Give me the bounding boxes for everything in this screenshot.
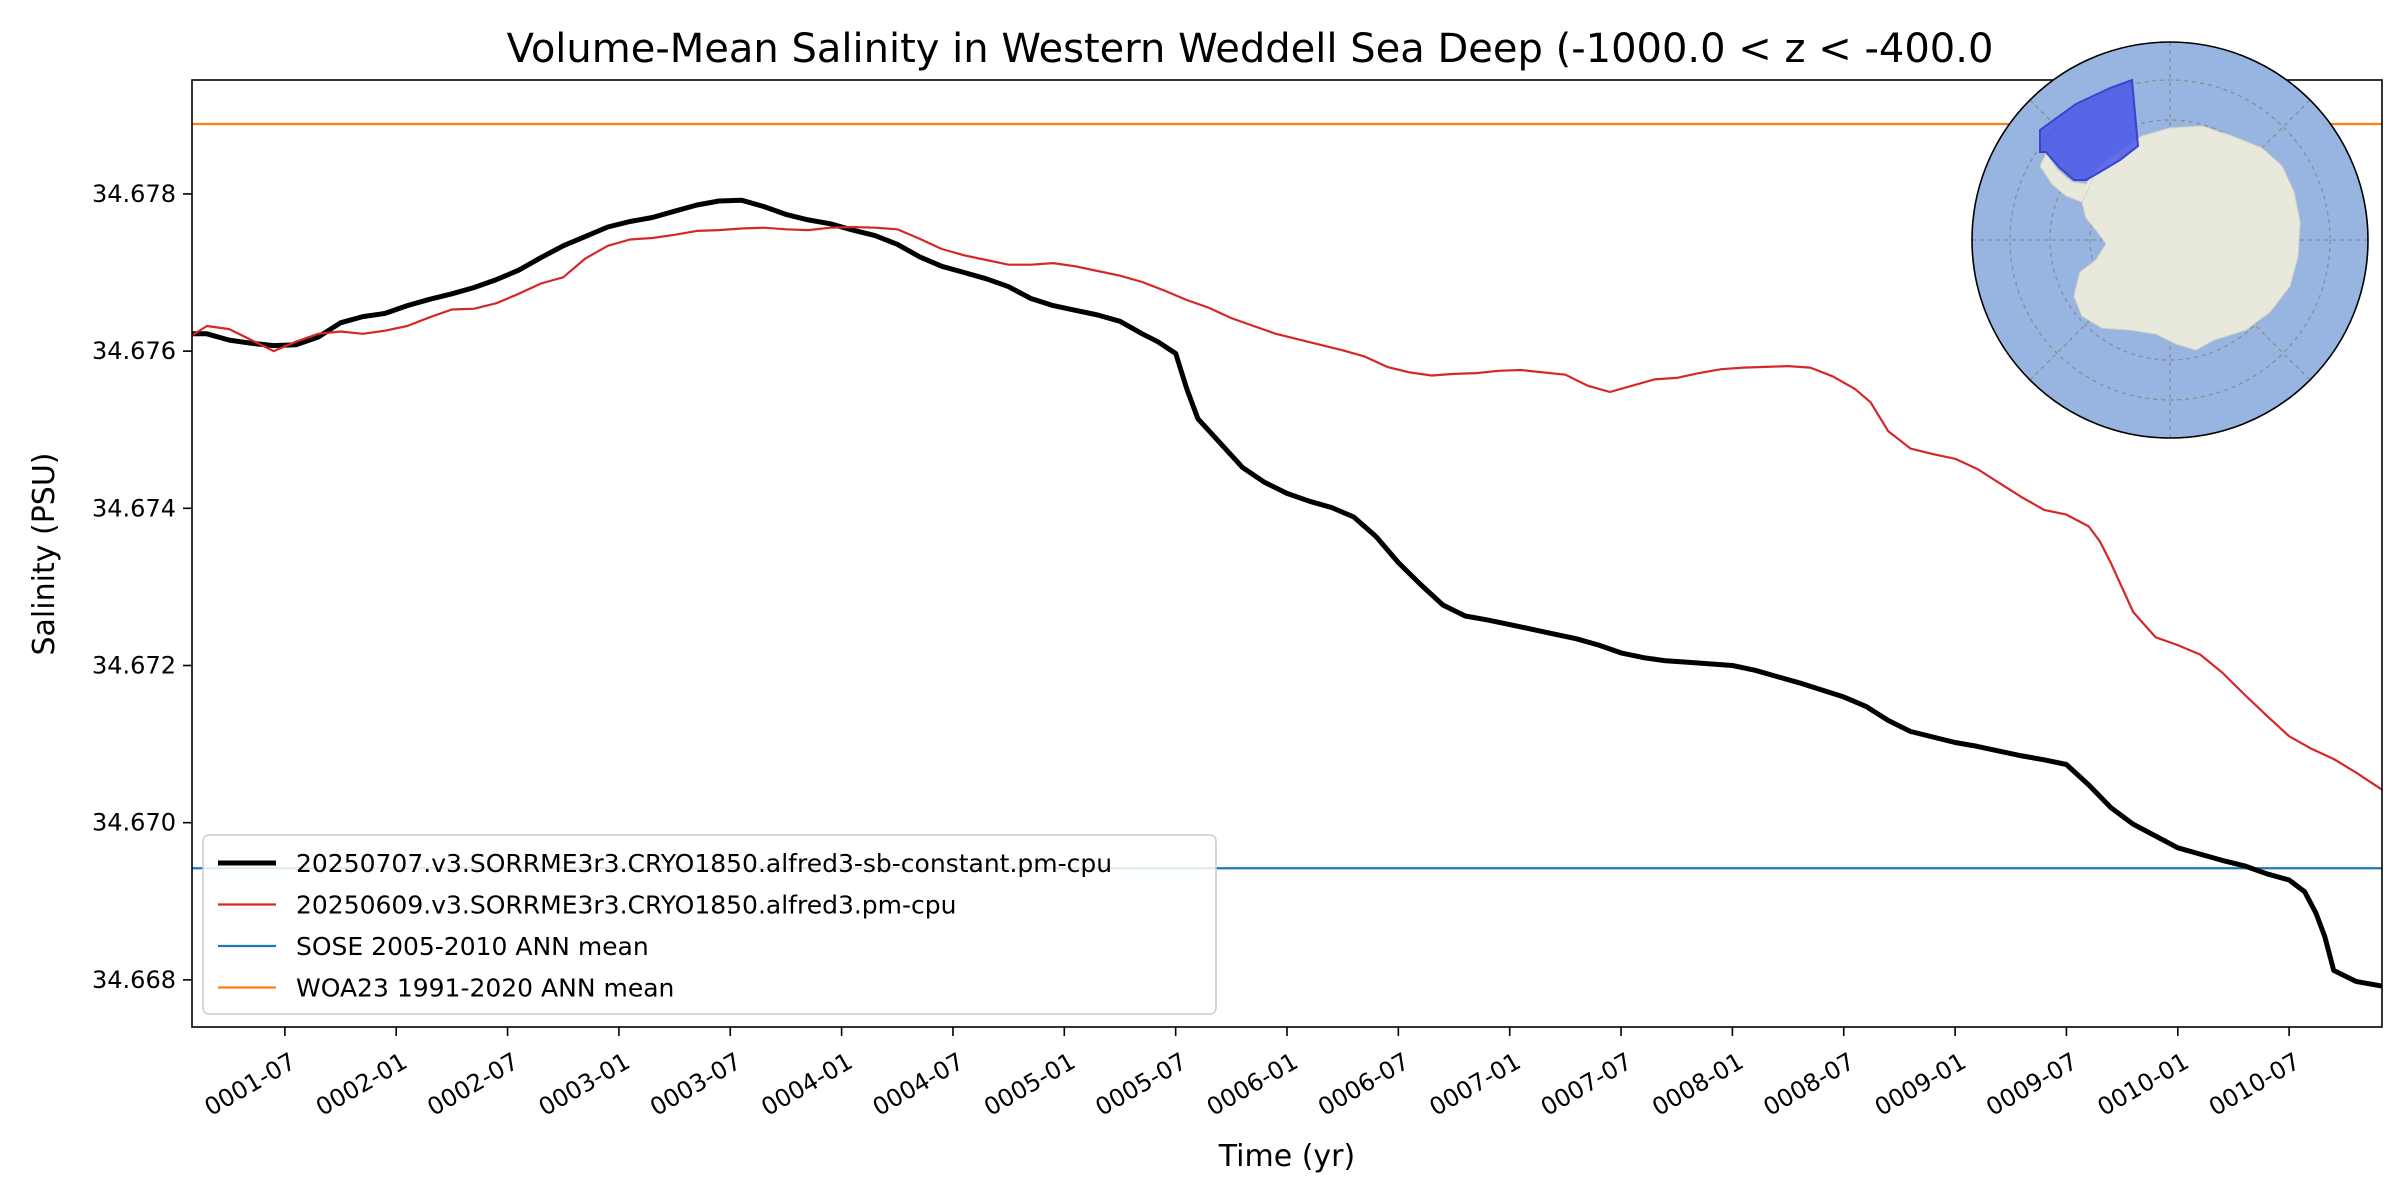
- y-axis: 34.668 34.670 34.672 34.674 34.676 34.678: [92, 180, 192, 994]
- legend-label-2: SOSE 2005-2010 ANN mean: [296, 932, 649, 961]
- legend-label-3: WOA23 1991-2020 ANN mean: [296, 974, 674, 1003]
- series-line-1: [191, 225, 2383, 791]
- y-axis-label: Salinity (PSU): [27, 453, 62, 656]
- legend-box: [202, 834, 1217, 1015]
- y-tick-label-2: 34.672: [92, 651, 176, 679]
- inset-map: [1971, 41, 2369, 439]
- series-line-0: [192, 197, 2383, 989]
- legend-label-1: 20250609.v3.SORRME3r3.CRYO1850.alfred3.p…: [296, 891, 957, 920]
- inset-map-weddell-region: [2039, 78, 2140, 181]
- inset-map-peninsula: [2039, 153, 2099, 203]
- y-tick-label-3: 34.674: [92, 494, 176, 522]
- inset-map-border: [1971, 41, 2369, 439]
- y-tick-label-0: 34.668: [92, 966, 176, 994]
- x-axis-label: Time (yr): [1218, 1139, 1355, 1174]
- legend-label-0: 20250707.v3.SORRME3r3.CRYO1850.alfred3-s…: [296, 849, 1112, 878]
- y-tick-label-5: 34.678: [92, 180, 176, 208]
- chart-title: Volume-Mean Salinity in Western Weddell …: [507, 26, 1994, 72]
- y-tick-label-4: 34.676: [92, 337, 176, 365]
- inset-map-antarctica: [2073, 125, 2301, 351]
- y-tick-label-1: 34.670: [92, 809, 176, 837]
- legend: 20250707.v3.SORRME3r3.CRYO1850.alfred3-s…: [202, 834, 1217, 1015]
